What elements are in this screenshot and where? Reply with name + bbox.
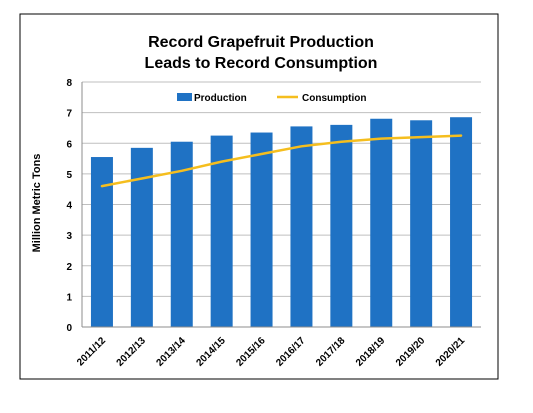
production-bar [410,120,432,327]
y-axis-label: Million Metric Tons [31,154,43,253]
y-tick-label: 7 [66,109,72,120]
legend-swatch-production [177,93,192,101]
production-bar [450,117,472,327]
production-bar [330,125,352,327]
y-tick-label: 6 [66,139,72,150]
y-tick-label: 2 [66,262,72,273]
chart-title-line2: Leads to Record Consumption [145,55,378,72]
y-tick-label: 1 [66,292,72,303]
production-bar [251,133,273,327]
chart-title-line1: Record Grapefruit Production [148,34,374,51]
production-bar [91,157,113,327]
legend-label-production: Production [194,93,247,104]
y-tick-label: 3 [66,231,72,242]
production-bar [290,126,312,327]
legend-label-consumption: Consumption [302,93,366,104]
y-tick-label: 0 [66,323,72,334]
y-tick-label: 8 [66,78,72,89]
production-bar [370,119,392,327]
production-bar [131,148,153,327]
y-tick-label: 5 [66,170,72,181]
y-tick-label: 4 [66,201,72,212]
